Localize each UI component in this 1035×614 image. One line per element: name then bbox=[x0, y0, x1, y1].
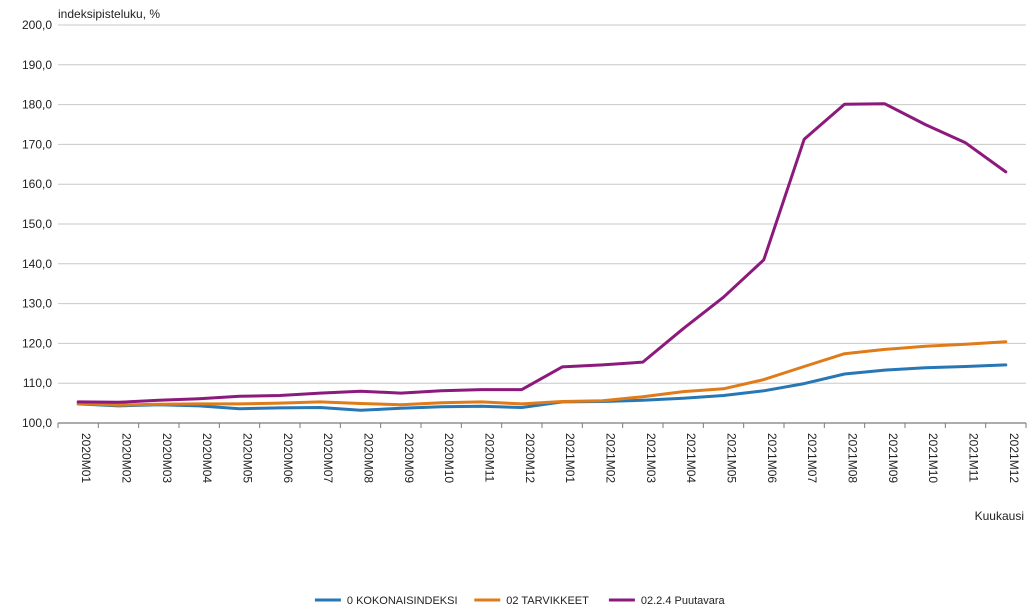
x-tick-label: 2021M01 bbox=[563, 433, 577, 483]
legend-label-3: 02.2.4 Puutavara bbox=[641, 595, 726, 607]
y-tick-label: 200,0 bbox=[22, 18, 52, 32]
legend-label-2: 02 TARVIKKEET bbox=[506, 595, 589, 607]
y-tick-label: 140,0 bbox=[22, 257, 52, 271]
x-tick-label: 2020M12 bbox=[523, 433, 537, 483]
y-axis-title: indeksipisteluku, % bbox=[58, 7, 160, 21]
x-tick-label: 2021M02 bbox=[604, 433, 618, 483]
y-tick-label: 130,0 bbox=[22, 297, 52, 311]
x-tick-label: 2020M09 bbox=[402, 433, 416, 483]
x-tick-label: 2021M03 bbox=[644, 433, 658, 483]
series-line-1 bbox=[76, 363, 1008, 412]
x-tick-label: 2020M10 bbox=[442, 433, 456, 483]
x-tick-label: 2021M06 bbox=[765, 433, 779, 483]
series-line-3 bbox=[76, 102, 1008, 404]
grid-lines bbox=[58, 24, 1026, 424]
x-tick-label: 2020M03 bbox=[160, 433, 174, 483]
x-tick-label: 2021M08 bbox=[846, 433, 860, 483]
x-tick-label: 2021M09 bbox=[886, 433, 900, 483]
y-tick-label: 120,0 bbox=[22, 336, 52, 350]
y-tick-label: 190,0 bbox=[22, 58, 52, 72]
x-tick-label: 2020M05 bbox=[241, 433, 255, 483]
x-tick-label: 2020M08 bbox=[362, 433, 376, 483]
x-tick-label: 2021M12 bbox=[1007, 433, 1021, 483]
legend: 0 KOKONAISINDEKSI 02 TARVIKKEET 02.2.4 Puu… bbox=[314, 595, 726, 607]
y-tick-label: 160,0 bbox=[22, 177, 52, 191]
x-tick-label: 2021M11 bbox=[967, 433, 981, 482]
x-tick-label: 2020M02 bbox=[120, 433, 134, 483]
x-axis-title: Kuukausi bbox=[975, 509, 1024, 523]
y-tick-label: 150,0 bbox=[22, 217, 52, 231]
series-lines bbox=[76, 102, 1008, 412]
series-line-2 bbox=[76, 340, 1008, 407]
y-tick-label: 100,0 bbox=[22, 416, 52, 430]
x-tick-label: 2021M07 bbox=[805, 433, 819, 483]
y-tick-label: 180,0 bbox=[22, 98, 52, 112]
x-tick-label: 2021M04 bbox=[684, 433, 698, 483]
x-tick-label: 2021M10 bbox=[926, 433, 940, 483]
legend-label-1: 0 KOKONAISINDEKSI bbox=[347, 595, 458, 607]
y-axis-ticks: 100,0 110,0 120,0 130,0 140,0 150,0 160,0 170,0… bbox=[22, 18, 52, 430]
x-tick-label: 2020M07 bbox=[321, 433, 335, 483]
x-tick-label: 2020M11 bbox=[483, 433, 497, 482]
x-tick-label: 2021M05 bbox=[725, 433, 739, 483]
y-tick-label: 170,0 bbox=[22, 137, 52, 151]
x-tick-label: 2020M06 bbox=[281, 433, 295, 483]
x-tick-label: 2020M04 bbox=[200, 433, 214, 483]
x-axis-ticks: 2020M01 2020M02 2020M03 2020M04 2020M05 2020M… bbox=[57, 423, 1027, 483]
x-tick-label: 2020M01 bbox=[79, 433, 93, 483]
y-tick-label: 110,0 bbox=[23, 376, 52, 390]
